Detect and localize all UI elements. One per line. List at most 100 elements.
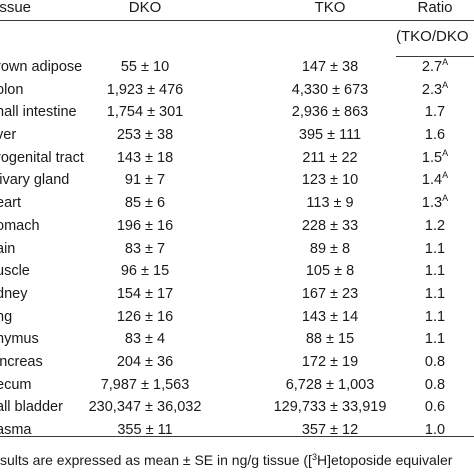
ratio-value: 1.4	[421, 172, 443, 189]
tissue-cell: eart	[0, 195, 21, 212]
tissue-cell: dney	[0, 285, 28, 302]
ratio-cell: 1.4A	[396, 169, 474, 192]
ratio-value: 1.2	[424, 217, 446, 234]
table-body: rown adipose 55 ± 10 147 ± 38 2.7A olon 1,923…	[0, 56, 474, 442]
ratio-cell: 1.1	[396, 238, 474, 261]
ratio-header-underline	[396, 56, 474, 57]
ratio-value: 1.1	[424, 263, 446, 280]
ratio-value: 1.6	[424, 127, 446, 144]
table-row: dney 154 ± 17 167 ± 23 1.1	[0, 283, 474, 306]
ratio-value: 2.3	[421, 81, 443, 98]
table-header: issue DKO TKO Ratio	[0, 0, 474, 19]
tko-cell: 88 ± 15	[305, 331, 355, 348]
tko-cell: 2,936 ± 863	[291, 104, 369, 121]
ratio-cell: 1.2	[396, 215, 474, 238]
ratio-value: 0.8	[424, 376, 446, 393]
tko-cell: 167 ± 23	[301, 285, 359, 302]
ratio-value: 1.1	[424, 308, 446, 325]
table-row: rown adipose 55 ± 10 147 ± 38 2.7A	[0, 56, 474, 79]
dko-cell: 55 ± 10	[120, 59, 170, 75]
tissue-cell: olon	[0, 81, 24, 98]
tissue-cell: asma	[0, 422, 32, 438]
ratio-cell: 2.3A	[396, 79, 474, 102]
dko-cell: 154 ± 17	[116, 285, 174, 302]
tko-cell: 113 ± 9	[306, 195, 354, 212]
table-row: uscle 96 ± 15 105 ± 8 1.1	[0, 260, 474, 283]
header-ratio: Ratio	[417, 0, 453, 16]
ratio-cell: 1.3A	[396, 192, 474, 215]
dko-cell: 83 ± 4	[124, 331, 166, 348]
tko-cell: 4,330 ± 673	[291, 81, 369, 98]
ratio-value: 1.5	[421, 149, 443, 166]
dko-cell: 253 ± 38	[116, 127, 174, 144]
dko-cell: 143 ± 18	[116, 149, 174, 166]
ratio-value: 0.8	[424, 353, 446, 370]
ratio-cell: 1.1	[396, 283, 474, 306]
header-ratio-subtitle: (TKO/DKO	[396, 28, 469, 45]
table-row: rogenital tract 143 ± 18 211 ± 22 1.5A	[0, 147, 474, 170]
header-tissue: issue	[0, 0, 32, 16]
ratio-cell: 1.5A	[396, 147, 474, 170]
table-row: omach 196 ± 16 228 ± 33 1.2	[0, 215, 474, 238]
tissue-cell: nall intestine	[0, 104, 77, 121]
tissue-cell: hymus	[0, 331, 39, 348]
tko-cell: 211 ± 22	[302, 149, 358, 166]
footnote-text-start: sults are expressed as mean ± SE in ng/g…	[0, 452, 312, 468]
ratio-value: 1.1	[424, 240, 446, 257]
footnote-superscript: 3	[311, 452, 317, 462]
tissue-cell: livary gland	[0, 172, 70, 189]
ratio-cell: 1.1	[396, 328, 474, 351]
table-row: ver 253 ± 38 395 ± 111 1.6	[0, 124, 474, 147]
dko-cell: 230,347 ± 36,032	[88, 399, 202, 416]
ratio-cell: 1.0	[396, 419, 474, 442]
table-bottom-divider	[0, 436, 474, 437]
dko-cell: 1,754 ± 301	[106, 104, 184, 121]
dko-cell: 83 ± 7	[124, 240, 166, 257]
tissue-cell: uscle	[0, 263, 30, 280]
dko-cell: 85 ± 6	[124, 195, 166, 212]
dko-cell: 91 ± 7	[124, 172, 166, 189]
ratio-value: 0.6	[424, 399, 446, 416]
tko-cell: 147 ± 38	[301, 59, 359, 75]
tko-cell: 228 ± 33	[301, 217, 359, 234]
tko-cell: 143 ± 14	[301, 308, 359, 325]
table-row: nall intestine 1,754 ± 301 2,936 ± 863 1.7	[0, 101, 474, 124]
dko-cell: 204 ± 36	[116, 353, 174, 370]
tissue-cell: ver	[0, 127, 17, 144]
tko-cell: 123 ± 10	[301, 172, 359, 189]
ratio-cell: 1.6	[396, 124, 474, 147]
table-row: all bladder 230,347 ± 36,032 129,733 ± 33,…	[0, 396, 474, 419]
ratio-cell: 1.1	[396, 260, 474, 283]
ratio-cell: 0.8	[396, 374, 474, 397]
table-row: ain 83 ± 7 89 ± 8 1.1	[0, 238, 474, 261]
tko-cell: 105 ± 8	[305, 263, 355, 280]
table-footnote: sults are expressed as mean ± SE in ng/g…	[0, 452, 452, 468]
significance-mark: A	[442, 57, 449, 67]
table-row: ecum 7,987 ± 1,563 6,728 ± 1,003 0.8	[0, 374, 474, 397]
significance-mark: A	[442, 193, 449, 204]
ratio-value: 1.1	[424, 331, 446, 348]
table-row: hymus 83 ± 4 88 ± 15 1.1	[0, 328, 474, 351]
significance-mark: A	[442, 147, 449, 158]
tissue-cell: ng	[0, 308, 13, 325]
ratio-cell: 1.7	[396, 101, 474, 124]
tko-cell: 395 ± 111	[298, 127, 362, 144]
dko-cell: 196 ± 16	[116, 217, 174, 234]
ratio-cell: 1.1	[396, 306, 474, 329]
table-row: ng 126 ± 16 143 ± 14 1.1	[0, 306, 474, 329]
table-row: livary gland 91 ± 7 123 ± 10 1.4A	[0, 169, 474, 192]
dko-cell: 126 ± 16	[116, 308, 174, 325]
ratio-cell: 0.8	[396, 351, 474, 374]
dko-cell: 355 ± 11	[117, 422, 173, 438]
tko-cell: 89 ± 8	[309, 240, 351, 257]
tissue-cell: ecum	[0, 376, 32, 393]
tissue-cell: ain	[0, 240, 16, 257]
dko-cell: 7,987 ± 1,563	[100, 376, 190, 393]
tissue-cell: increas	[0, 353, 43, 370]
tissue-cell: omach	[0, 217, 40, 234]
tissue-cell: rown adipose	[0, 59, 83, 75]
header-tko: TKO	[314, 0, 346, 16]
header-dko: DKO	[128, 0, 162, 16]
ratio-value: 1.1	[424, 285, 446, 302]
footnote-text-end: H]etoposide equivaler	[316, 452, 453, 468]
